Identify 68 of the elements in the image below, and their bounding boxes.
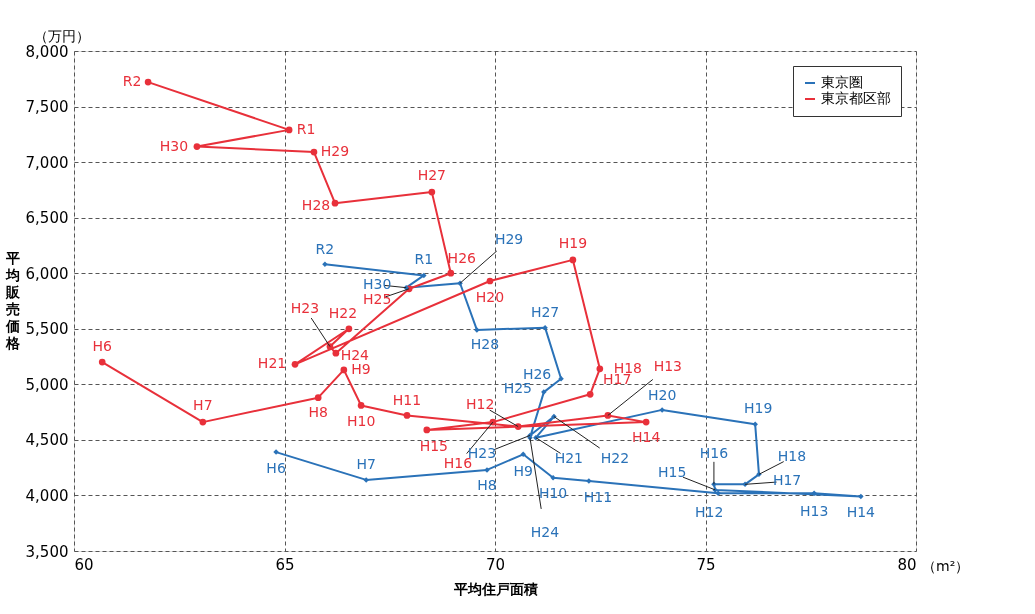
annotation: H25 bbox=[362, 290, 392, 307]
annotation: H11 bbox=[583, 489, 613, 505]
annotation: H12 bbox=[465, 395, 495, 412]
annotation: R1 bbox=[414, 251, 434, 268]
y-tick-label: 4,500 bbox=[25, 431, 69, 450]
y-tick-label: 7,500 bbox=[25, 98, 69, 117]
annotation: H7 bbox=[356, 455, 376, 472]
annotation: H15 bbox=[658, 463, 687, 480]
y-axis-title: 平均販売価格 bbox=[4, 249, 21, 351]
annotation: H20 bbox=[475, 289, 505, 305]
x-tick-label: 75 bbox=[696, 555, 716, 574]
y-tick-label: 6,000 bbox=[25, 264, 69, 283]
annotation: H27 bbox=[417, 167, 447, 184]
annotation: R1 bbox=[296, 120, 316, 137]
annotation: H8 bbox=[477, 476, 497, 493]
x-tick-label: 60 bbox=[74, 555, 94, 574]
annotation: H18 bbox=[777, 448, 807, 465]
annotation: R2 bbox=[122, 73, 142, 90]
annotation: H22 bbox=[600, 449, 630, 466]
annotation: H25 bbox=[503, 380, 533, 397]
y-tick-label: 6,500 bbox=[25, 209, 69, 228]
annotation: H16 bbox=[699, 445, 729, 462]
annotation: H17 bbox=[772, 472, 802, 489]
annotation: H28 bbox=[301, 197, 331, 214]
annotation: H30 bbox=[363, 275, 392, 292]
annotation: H27 bbox=[530, 303, 560, 320]
annotation: H8 bbox=[308, 403, 328, 420]
x-tick-label: 70 bbox=[485, 555, 506, 574]
annotation: H13 bbox=[799, 503, 829, 520]
annotation: H13 bbox=[653, 358, 682, 375]
annotation: H15 bbox=[419, 437, 448, 454]
y-tick-label: 7,000 bbox=[25, 153, 69, 172]
annotation: H21 bbox=[554, 449, 584, 466]
y-tick-label: 5,000 bbox=[25, 375, 69, 394]
annotation: H14 bbox=[631, 429, 661, 446]
x-tick-label: 80 bbox=[897, 555, 917, 574]
annotation: H28 bbox=[470, 335, 500, 352]
annotation: H9 bbox=[513, 463, 533, 480]
annotation: H19 bbox=[558, 234, 588, 251]
annotation: H10 bbox=[538, 484, 568, 501]
annotation: H30 bbox=[159, 137, 189, 154]
x-axis-title: 平均住戸面積 bbox=[452, 580, 538, 597]
legend-label: 東京都区部 bbox=[821, 90, 891, 106]
y-tick-label: 4,000 bbox=[25, 486, 69, 505]
annotation: H22 bbox=[328, 304, 358, 321]
y-tick-label: 5,500 bbox=[25, 320, 69, 339]
legend-label: 東京圏 bbox=[821, 74, 863, 90]
annotation: H6 bbox=[266, 460, 286, 477]
annotation: H7 bbox=[193, 397, 213, 414]
y-tick-label: 3,500 bbox=[25, 542, 69, 561]
annotation: H29 bbox=[494, 231, 524, 248]
x-tick-label: 65 bbox=[275, 555, 295, 574]
annotation: H26 bbox=[447, 250, 477, 267]
text: （m²） bbox=[922, 558, 970, 574]
annotation: H6 bbox=[92, 338, 113, 355]
annotation: H21 bbox=[257, 355, 287, 372]
annotation: H24 bbox=[530, 523, 560, 540]
annotation: H12 bbox=[694, 504, 724, 521]
text: （万円） bbox=[34, 28, 90, 44]
annotation: H23 bbox=[290, 299, 320, 316]
annotation: R2 bbox=[315, 241, 335, 258]
annotation: H19 bbox=[744, 400, 773, 417]
annotation: H10 bbox=[346, 413, 376, 430]
annotation: H26 bbox=[522, 365, 552, 382]
annotation: H29 bbox=[320, 143, 350, 160]
annotation: H11 bbox=[392, 392, 422, 409]
annotation: H20 bbox=[647, 386, 677, 403]
annotation: H14 bbox=[846, 503, 876, 520]
